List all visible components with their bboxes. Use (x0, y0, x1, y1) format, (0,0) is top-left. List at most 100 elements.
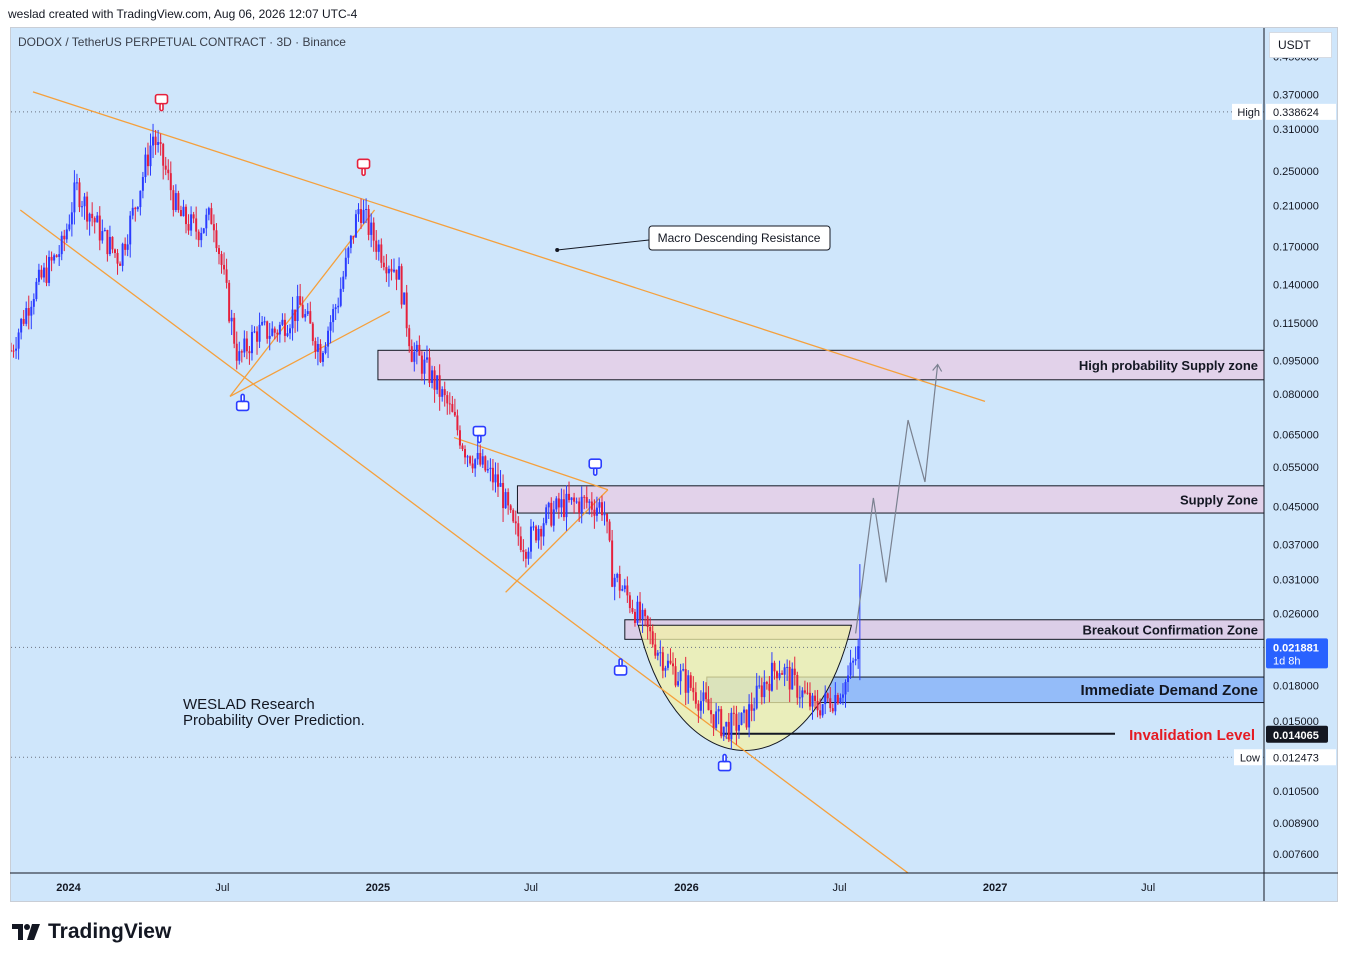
candle-body (58, 254, 61, 257)
pointing-up-hand-icon (613, 658, 628, 676)
high-value-bg (1266, 103, 1336, 120)
candle-body (808, 692, 811, 707)
candle (608, 519, 611, 543)
y-tick-label: 0.026000 (1273, 609, 1319, 621)
candle (235, 331, 238, 370)
candle-body (362, 209, 365, 223)
candle (808, 682, 811, 711)
candle-body (129, 215, 132, 245)
last-price-badge[interactable] (1266, 638, 1328, 669)
trendline-3[interactable] (229, 310, 391, 397)
trendline-4[interactable] (453, 436, 609, 491)
candle-body (464, 449, 467, 458)
candle-body (53, 255, 56, 261)
candle-body (598, 502, 601, 508)
candle-body (354, 214, 357, 238)
candle (486, 460, 489, 474)
candle-body (529, 526, 532, 552)
candle-body (659, 652, 662, 654)
x-tick-label: Jul (1141, 882, 1155, 894)
candle (646, 615, 649, 640)
candle-body (514, 521, 517, 524)
candle-body (266, 321, 269, 339)
y-tick-label: 0.008900 (1273, 818, 1319, 830)
zone-box-0[interactable] (377, 349, 1264, 381)
candle (377, 239, 380, 261)
candle-body (273, 328, 276, 333)
cup-pattern (637, 624, 853, 751)
candle (659, 640, 662, 667)
hand-finger (722, 753, 727, 763)
trendline-0[interactable] (32, 91, 986, 403)
candle (801, 687, 804, 709)
candle-body (535, 526, 538, 541)
candle-body (197, 231, 200, 241)
candle-body (801, 690, 804, 698)
candle-body (283, 319, 286, 336)
candle-body (461, 445, 464, 450)
candle (296, 284, 299, 332)
y-tick-label: 0.018000 (1273, 681, 1319, 693)
candle-body (661, 652, 664, 671)
candle-body (195, 218, 198, 232)
tradingview-logo[interactable]: TradingView (12, 920, 171, 944)
candle-body (547, 502, 550, 508)
candle-body (507, 492, 510, 506)
candle-body (235, 343, 238, 361)
candle-body (240, 351, 243, 353)
candle-body (623, 585, 626, 590)
y-tick-label: 0.115000 (1273, 318, 1318, 330)
candle-body (732, 712, 735, 714)
chart-frame[interactable] (10, 27, 1338, 902)
candle (380, 238, 383, 269)
candle-body (334, 307, 337, 310)
candle (398, 257, 401, 280)
candle-body (223, 264, 226, 270)
currency-selector[interactable]: USDT (1269, 32, 1332, 58)
annotation-box[interactable] (648, 225, 831, 251)
candle-body (337, 305, 340, 308)
candle (420, 351, 423, 381)
candle (786, 659, 789, 681)
candle-body (415, 344, 418, 352)
projection-arrowhead-icon (932, 363, 943, 372)
candle-body (329, 322, 332, 331)
candle-body (753, 708, 756, 711)
candle (829, 687, 832, 712)
zone-box-1[interactable] (516, 485, 1264, 514)
candle-body (420, 355, 423, 374)
y-tick-label: 0.007600 (1273, 849, 1319, 861)
candle-body (636, 601, 639, 623)
candle (149, 133, 152, 176)
candle (116, 248, 119, 275)
candle (329, 315, 332, 344)
candle (22, 309, 25, 327)
projection-path[interactable] (855, 364, 939, 634)
invalidation-value-badge[interactable] (1266, 725, 1328, 743)
candle (141, 171, 144, 199)
candle-body (745, 709, 748, 728)
candle-body (476, 452, 479, 460)
candle (595, 496, 598, 522)
candle-body (707, 699, 710, 711)
trendline-1[interactable] (19, 209, 909, 873)
candle (25, 301, 28, 327)
candle-body (393, 269, 396, 272)
candle-body (656, 652, 659, 656)
candle (674, 658, 677, 688)
candle-body (466, 456, 469, 458)
candle (63, 229, 66, 252)
candle-body (474, 459, 477, 469)
candle (245, 331, 248, 360)
candle-body (306, 311, 309, 315)
candle (532, 521, 535, 531)
candle (854, 646, 857, 666)
candle (200, 227, 203, 248)
candle-body (289, 328, 292, 334)
candle (507, 488, 510, 515)
candle-body (372, 222, 375, 241)
hand-palm (613, 665, 628, 676)
candle-body (479, 452, 482, 465)
candle-body (258, 324, 261, 342)
